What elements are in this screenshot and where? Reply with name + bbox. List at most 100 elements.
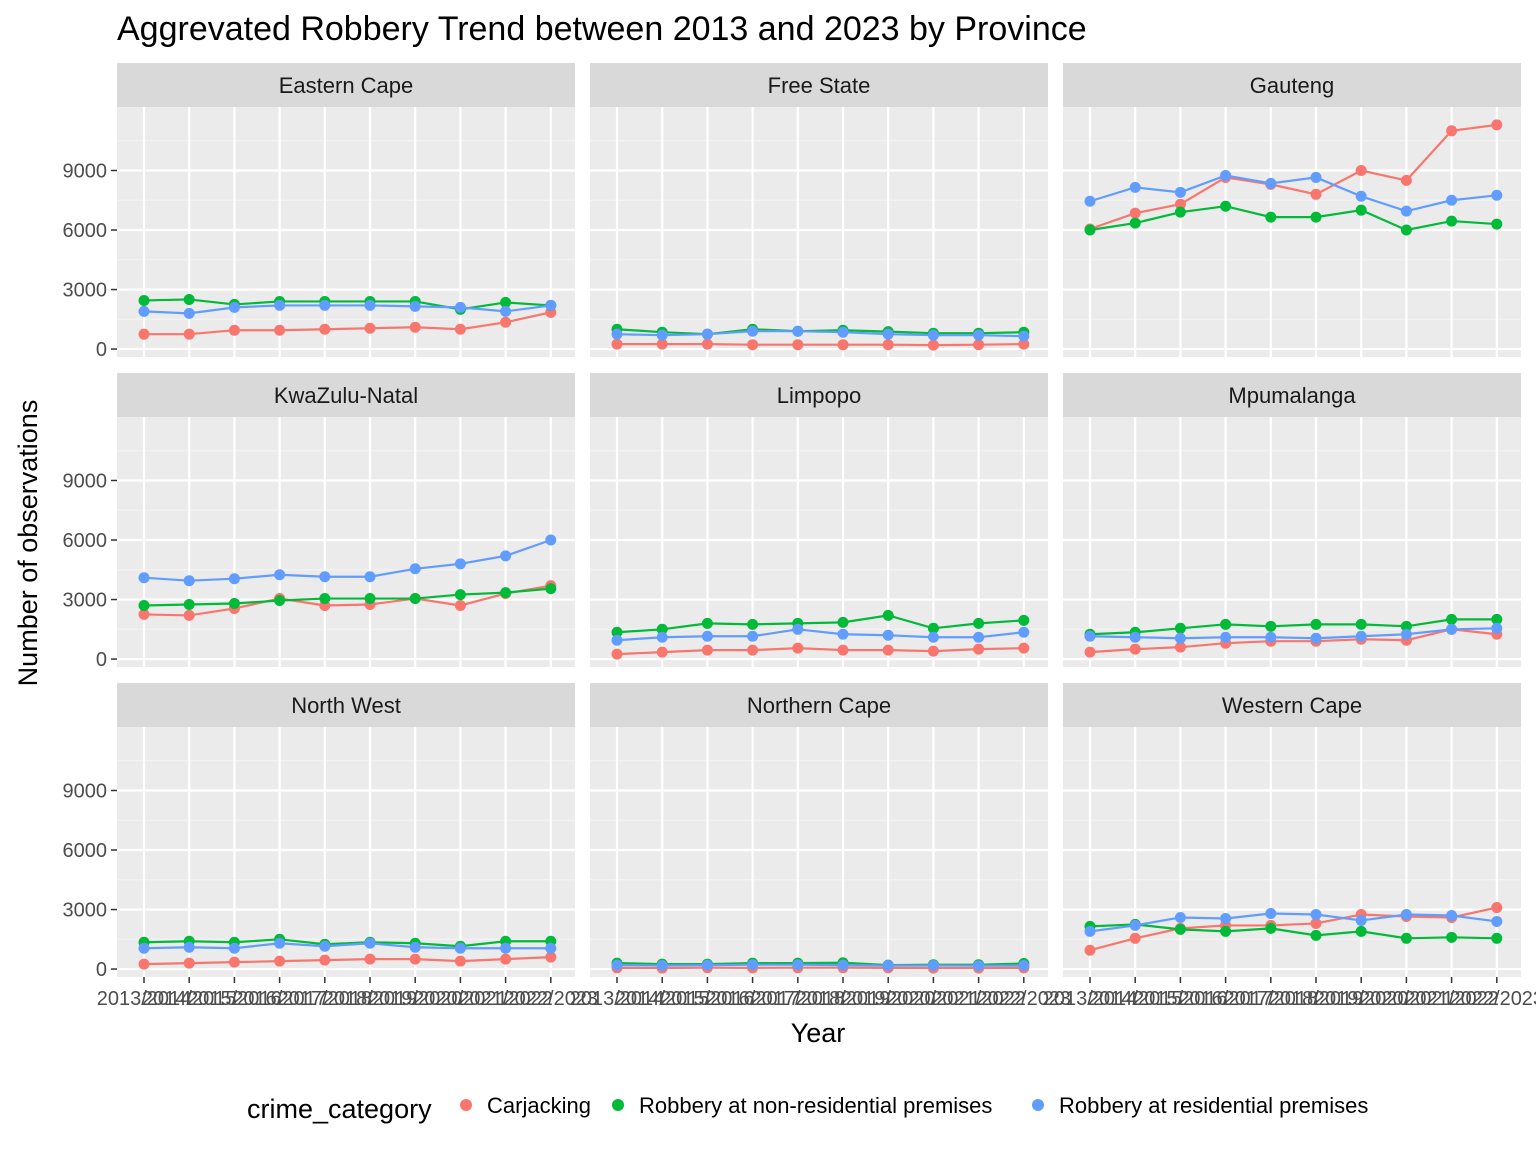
data-point	[1018, 338, 1030, 350]
data-point	[973, 631, 985, 643]
data-point	[1355, 190, 1367, 202]
data-point	[364, 571, 376, 583]
data-point	[1400, 174, 1412, 186]
data-point	[882, 959, 894, 971]
data-point	[319, 323, 331, 335]
series-line	[1089, 923, 1497, 940]
series-line	[616, 628, 1024, 642]
legend-entries: Carjacking Robbery at non-residential pre…	[460, 1093, 1368, 1118]
data-point	[1355, 630, 1367, 642]
legend-label: Robbery at non-residential premises	[639, 1093, 992, 1118]
panel-background	[590, 727, 1048, 977]
data-point	[1310, 618, 1322, 630]
data-point	[454, 323, 466, 335]
data-point	[138, 294, 150, 306]
x-tick-label: 2021/2022	[931, 988, 1026, 1010]
data-point	[1084, 646, 1096, 658]
panel-background	[117, 727, 575, 977]
x-tick-label: 2017/2018	[751, 988, 846, 1010]
data-point	[837, 628, 849, 640]
series-line	[1089, 205, 1497, 232]
data-point	[183, 609, 195, 621]
data-point	[1174, 206, 1186, 218]
facet-panel-kwazulu-natal: KwaZulu-Natal 0 3000 6000 9000	[63, 373, 575, 671]
data-point	[973, 960, 985, 972]
data-point	[183, 307, 195, 319]
data-point	[364, 593, 376, 605]
series-line	[616, 647, 1024, 656]
data-point	[409, 953, 421, 965]
data-point	[364, 299, 376, 311]
facet-panel-northern-cape: Northern Cape	[590, 683, 1048, 977]
data-point	[138, 608, 150, 620]
data-point	[792, 325, 804, 337]
data-point	[1310, 171, 1322, 183]
data-point	[1129, 631, 1141, 643]
facet-strip-label: KwaZulu-Natal	[274, 383, 418, 408]
data-point	[792, 642, 804, 654]
data-point	[1084, 224, 1096, 236]
facet-panel-eastern-cape: Eastern Cape 0 3000 6000 9000	[63, 63, 575, 361]
data-point	[973, 329, 985, 341]
facet-panel-north-west: North West 0 3000 6000 9000	[63, 683, 575, 981]
data-point	[1491, 902, 1503, 914]
y-tick-label: 9000	[63, 160, 108, 182]
x-tick-label: 2018/2019	[796, 988, 891, 1010]
x-tick-label: 2018/2019	[323, 988, 418, 1010]
data-point	[228, 573, 240, 585]
data-point	[792, 959, 804, 971]
data-point	[1084, 944, 1096, 956]
x-tick-label: 2013/2014	[1043, 988, 1138, 1010]
y-tick-label: 3000	[63, 280, 108, 302]
data-point	[319, 940, 331, 952]
data-point	[319, 571, 331, 583]
data-point	[500, 953, 512, 965]
data-point	[183, 328, 195, 340]
data-point	[1220, 925, 1232, 937]
series-line	[143, 298, 551, 311]
data-point	[747, 618, 759, 630]
data-point	[1491, 932, 1503, 944]
y-tick-label: 3000	[63, 900, 108, 922]
data-point	[183, 957, 195, 969]
data-point	[1265, 908, 1277, 920]
data-point	[1310, 188, 1322, 200]
data-point	[138, 328, 150, 340]
facet-strip-label: Eastern Cape	[279, 73, 414, 98]
data-point	[1018, 330, 1030, 342]
facet-strip	[590, 63, 1048, 107]
data-point	[611, 626, 623, 638]
data-point	[747, 325, 759, 337]
data-point	[882, 339, 894, 351]
data-point	[274, 324, 286, 336]
data-point	[1355, 618, 1367, 630]
data-point	[1265, 620, 1277, 632]
data-point	[1355, 925, 1367, 937]
data-point	[1174, 923, 1186, 935]
data-point	[1129, 932, 1141, 944]
series-line	[143, 538, 552, 582]
data-point	[882, 644, 894, 656]
data-point	[882, 609, 894, 621]
legend-entry: Robbery at residential premises	[1032, 1093, 1368, 1118]
data-point	[1220, 618, 1232, 630]
data-point	[611, 959, 623, 971]
data-point	[319, 954, 331, 966]
data-point	[228, 942, 240, 954]
x-tick-label: 2015/2016	[660, 988, 755, 1010]
data-point	[1310, 909, 1322, 920]
data-point	[228, 301, 240, 313]
data-point	[1355, 914, 1367, 926]
data-point	[701, 644, 713, 656]
data-point	[1174, 641, 1186, 653]
data-point	[1446, 613, 1458, 625]
data-point	[228, 324, 240, 336]
legend-key	[1032, 1099, 1044, 1111]
data-point	[611, 648, 623, 660]
panel-background	[1063, 107, 1521, 357]
data-point	[837, 339, 849, 351]
legend-entry: Carjacking	[460, 1093, 591, 1118]
y-axis-title: Number of observations	[13, 400, 43, 687]
data-point	[1018, 642, 1030, 654]
data-point	[882, 328, 894, 340]
